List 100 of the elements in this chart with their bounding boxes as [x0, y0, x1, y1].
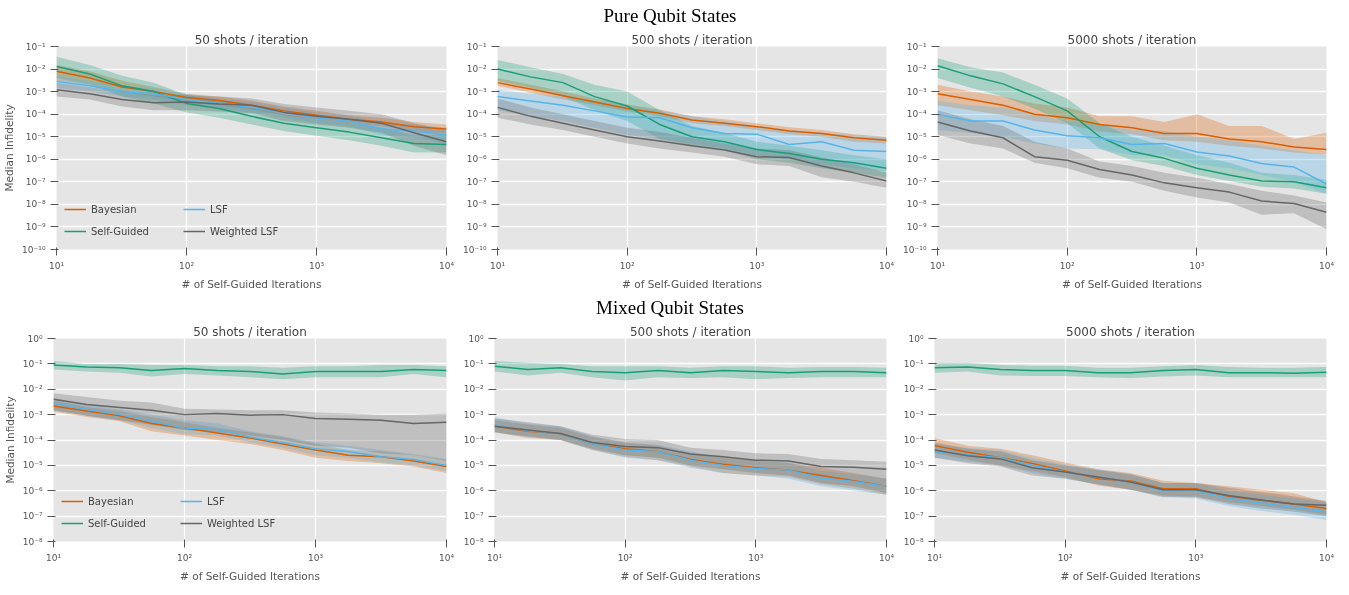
x-tick-label: 10³ — [308, 260, 325, 271]
x-tick-label: 10³ — [1189, 260, 1205, 271]
y-tick-label: 10⁻¹ — [906, 41, 927, 52]
x-axis-title: # of Self-Guided Iterations — [622, 277, 762, 290]
y-tick-label: 10⁻⁸ — [466, 199, 487, 210]
y-tick-label: 10⁻¹ — [466, 41, 487, 52]
x-tick-label: 10³ — [307, 552, 324, 563]
x-tick-label: 10⁴ — [878, 552, 895, 563]
legend-label: Bayesian — [88, 495, 135, 507]
y-tick-label: 10⁻³ — [906, 86, 927, 97]
chart-title: 500 shots / iteration — [631, 32, 753, 47]
line-series — [937, 113, 1327, 185]
x-tick-label: 10² — [1057, 552, 1074, 563]
x-tick-label: 10⁴ — [1318, 260, 1335, 271]
legend-label: Self-Guided — [91, 225, 150, 237]
y-tick-label: 10⁻⁶ — [463, 485, 484, 496]
y-tick-label: 10⁻⁷ — [25, 176, 46, 187]
line-series — [937, 121, 1327, 213]
line-series — [56, 80, 447, 136]
x-tick-label: 10¹ — [48, 260, 65, 271]
y-tick-label: 10⁻⁶ — [25, 154, 46, 165]
y-tick-label: 10⁻⁹ — [906, 221, 927, 232]
text: Mixed Qubit States — [596, 296, 744, 318]
y-tick-label: 10⁻² — [463, 384, 484, 395]
y-tick-label: 10⁻⁷ — [906, 176, 927, 187]
y-tick-label: 10⁻⁷ — [463, 511, 484, 522]
y-tick-label: 10⁻⁹ — [25, 221, 46, 232]
y-tick-label: 10⁻² — [25, 64, 46, 75]
y-tick-label: 10⁻⁵ — [22, 460, 43, 471]
x-tick-label: 10⁴ — [438, 552, 455, 563]
x-tick-label: 10⁴ — [1318, 552, 1335, 563]
y-tick-label: 10⁻⁴ — [25, 109, 46, 120]
chart-title: 500 shots / iteration — [629, 324, 752, 339]
x-tick-label: 10¹ — [486, 552, 503, 563]
y-tick-label: 10⁻⁶ — [22, 485, 43, 496]
y-tick-label: 10⁻¹⁰ — [22, 244, 46, 255]
line-series — [56, 89, 447, 143]
x-tick-label: 10³ — [749, 260, 765, 271]
chart-title: 5000 shots / iteration — [1067, 32, 1197, 47]
line-series — [497, 106, 887, 182]
y-tick-label: 10⁰ — [908, 333, 924, 344]
line-series — [937, 93, 1327, 151]
y-tick-label: 10⁻⁶ — [906, 154, 927, 165]
legend-label: Self-Guided — [88, 517, 147, 529]
y-tick-label: 10⁻⁴ — [906, 109, 927, 120]
y-tick-label: 10⁻⁸ — [903, 536, 924, 547]
y-tick-label: 10⁻⁶ — [903, 485, 924, 496]
x-tick-label: 10² — [1059, 260, 1076, 271]
x-axis-title: # of Self-Guided Iterations — [1060, 569, 1201, 582]
y-axis-title: Median Infidelity — [3, 104, 16, 192]
y-tick-label: 10⁻⁷ — [22, 511, 43, 522]
y-tick-label: 10⁻⁵ — [25, 131, 46, 142]
chart-title: 5000 shots / iteration — [1066, 324, 1195, 339]
y-tick-label: 10⁻⁴ — [466, 109, 487, 120]
y-tick-label: 10⁻⁷ — [466, 176, 487, 187]
y-axis-title: Median Infidelity — [3, 396, 16, 484]
x-axis-title: # of Self-Guided Iterations — [180, 569, 320, 582]
chart-title: 50 shots / iteration — [193, 324, 307, 339]
y-tick-label: 10⁻⁴ — [22, 435, 43, 445]
y-tick-label: 10⁻⁵ — [906, 131, 927, 142]
y-tick-label: 10⁻¹⁰ — [463, 244, 487, 255]
y-tick-label: 10⁻⁷ — [903, 511, 924, 522]
legend-label: Bayesian — [91, 203, 138, 215]
y-tick-label: 10⁻² — [466, 64, 487, 75]
y-tick-label: 10⁻³ — [903, 409, 924, 420]
y-tick-label: 10⁻¹ — [22, 358, 43, 369]
y-tick-label: 10⁻³ — [22, 409, 43, 420]
y-tick-label: 10⁻³ — [466, 86, 487, 97]
line-series — [494, 425, 887, 471]
line-series — [53, 364, 447, 375]
y-tick-label: 10⁻⁸ — [463, 536, 484, 547]
x-tick-label: 10³ — [748, 552, 764, 563]
y-tick-label: 10⁻⁶ — [466, 154, 487, 165]
x-axis-title: # of Self-Guided Iterations — [181, 277, 322, 290]
x-tick-label: 10⁴ — [438, 260, 455, 271]
legend-label: LSF — [207, 495, 226, 507]
x-tick-label: 10¹ — [45, 552, 62, 563]
x-tick-label: 10² — [619, 260, 636, 271]
x-tick-label: 10² — [176, 552, 193, 563]
y-tick-label: 10⁻¹ — [463, 358, 484, 369]
legend-label: Weighted LSF — [210, 225, 280, 237]
x-tick-label: 10² — [617, 552, 634, 563]
y-tick-label: 10⁻² — [906, 64, 927, 75]
chart-title: 50 shots / iteration — [194, 32, 309, 47]
y-tick-label: 10⁻¹ — [25, 41, 46, 52]
y-tick-label: 10⁻⁴ — [463, 435, 484, 445]
x-tick-label: 10¹ — [929, 260, 946, 271]
x-tick-label: 10² — [178, 260, 195, 271]
y-tick-label: 10⁻⁵ — [466, 131, 487, 142]
text: Pure Qubit States — [603, 4, 737, 26]
x-tick-label: 10¹ — [489, 260, 506, 271]
x-tick-label: 10⁴ — [878, 260, 895, 271]
legend-label: LSF — [210, 203, 229, 215]
y-tick-label: 10⁻⁴ — [903, 435, 924, 445]
y-tick-label: 10⁻⁵ — [463, 460, 484, 471]
x-axis-title: # of Self-Guided Iterations — [1062, 277, 1202, 290]
y-tick-label: 10⁻⁸ — [25, 199, 46, 210]
x-tick-label: 10³ — [1188, 552, 1204, 563]
y-tick-label: 10⁻⁸ — [22, 536, 43, 547]
y-tick-label: 10⁻¹ — [903, 358, 924, 369]
